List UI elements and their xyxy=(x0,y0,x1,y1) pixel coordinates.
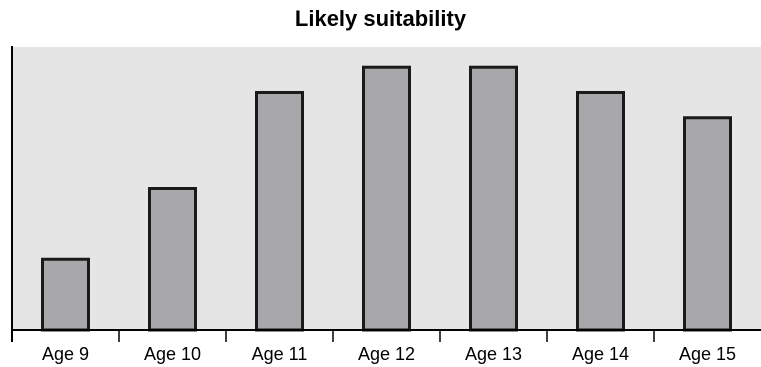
bar-age-9 xyxy=(41,257,90,332)
x-tick-label: Age 9 xyxy=(42,344,89,364)
bar-age-10 xyxy=(148,187,197,332)
x-tick-label: Age 10 xyxy=(144,344,201,364)
bar-age-12 xyxy=(362,65,411,332)
bars-group xyxy=(41,65,732,332)
x-tick-label: Age 11 xyxy=(252,344,308,364)
chart-title: Likely suitability xyxy=(294,6,467,31)
bar-age-14 xyxy=(576,90,625,332)
x-tick-label: Age 12 xyxy=(358,344,415,364)
bar-age-13 xyxy=(469,65,518,332)
bar-age-15 xyxy=(683,116,732,332)
x-tick-labels-group: Age 9 Age 10 Age 11 Age 12 Age 13 Age 14 Age 1… xyxy=(42,344,736,364)
x-tick-label: Age 15 xyxy=(679,344,736,364)
x-ticks-group xyxy=(118,330,655,342)
x-tick-label: Age 14 xyxy=(572,344,629,364)
x-tick-label: Age 13 xyxy=(465,344,522,364)
bar-age-11 xyxy=(255,90,304,332)
